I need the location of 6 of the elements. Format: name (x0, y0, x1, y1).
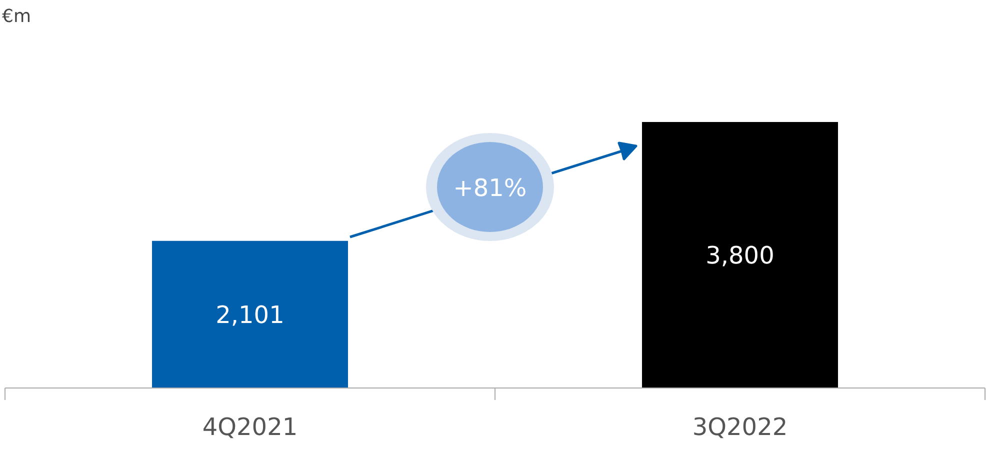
x-tick-label: 4Q2021 (202, 413, 298, 442)
data-label: 2,101 (216, 300, 284, 329)
data-label: 3,800 (706, 242, 774, 270)
annotation: +81% (453, 174, 527, 202)
text: €m (2, 6, 31, 27)
x-tick-label: 3Q2022 (692, 413, 788, 442)
